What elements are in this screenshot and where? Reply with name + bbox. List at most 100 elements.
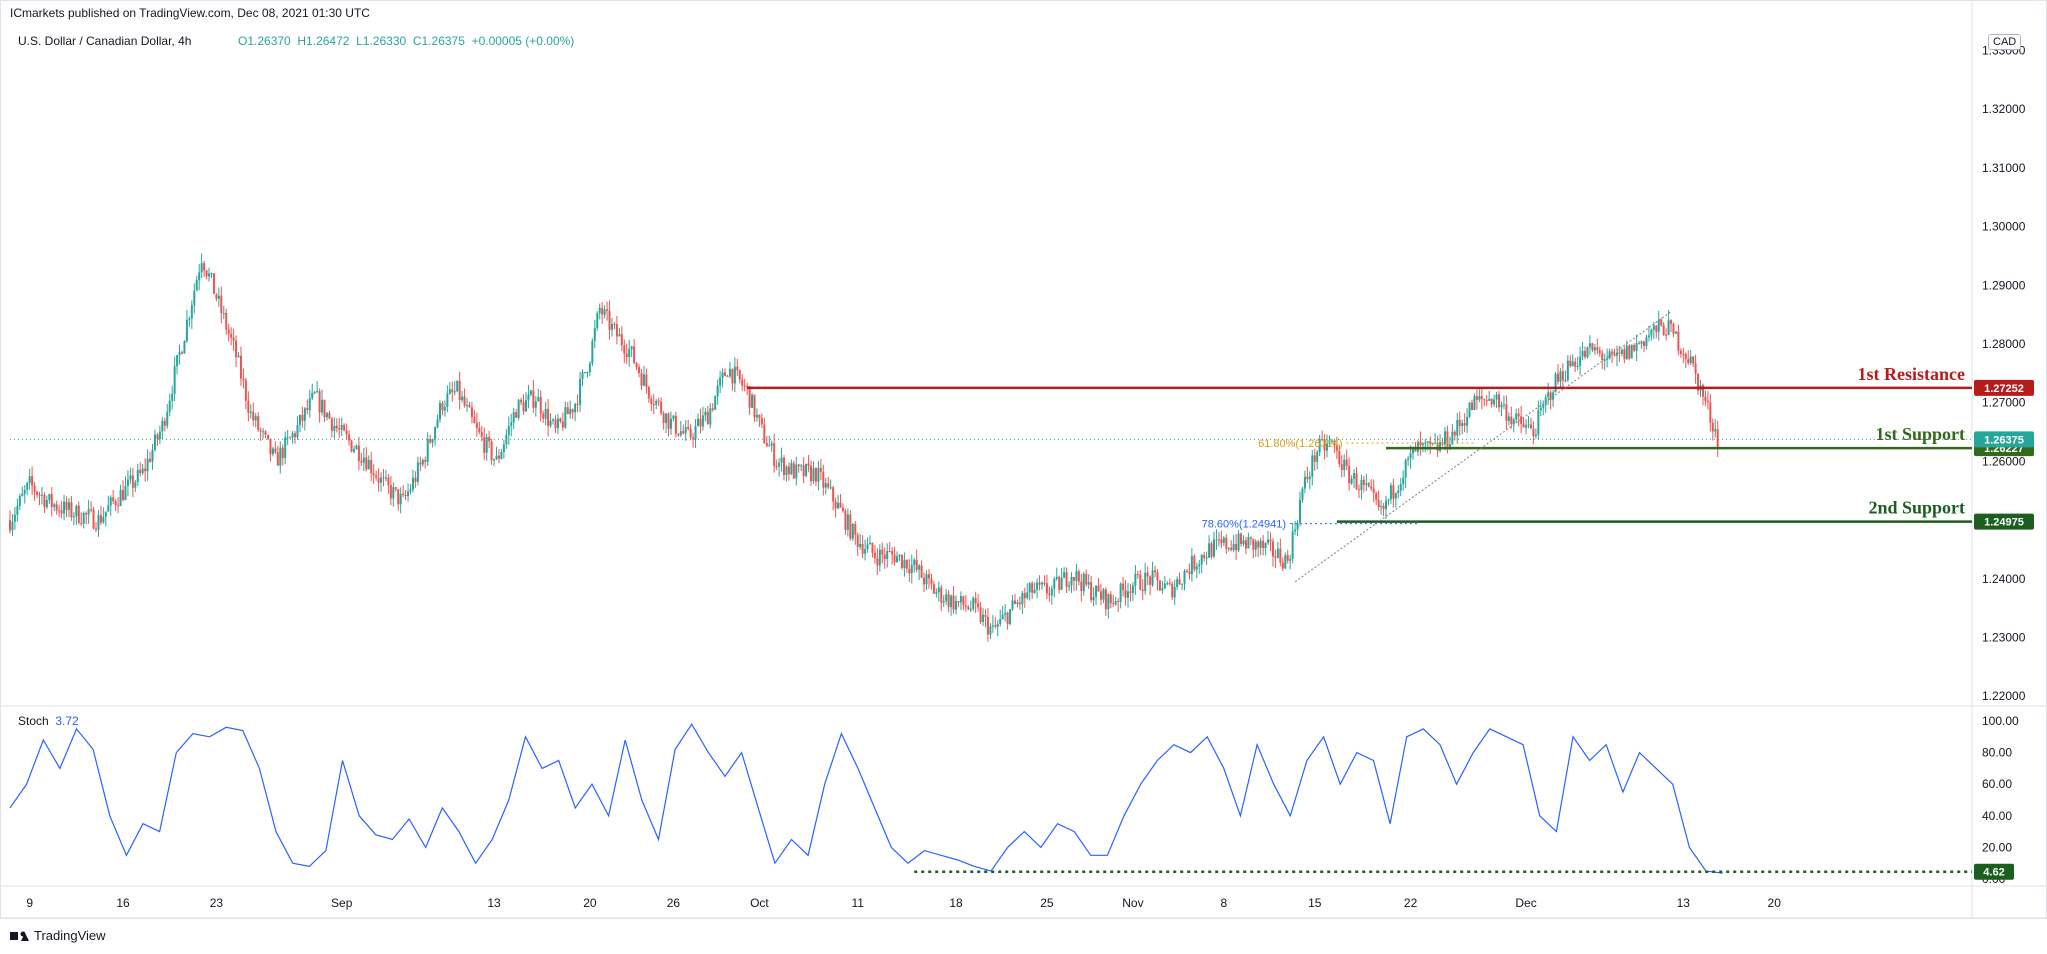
stoch-legend[interactable]: Stoch 3.72 bbox=[18, 714, 79, 728]
candle-body bbox=[151, 449, 154, 462]
candle-body bbox=[446, 393, 449, 407]
time-tick-label: 22 bbox=[1404, 896, 1418, 910]
candle-body bbox=[1185, 571, 1188, 573]
time-tick-label: 13 bbox=[487, 896, 501, 910]
candle-body bbox=[1112, 603, 1115, 605]
candle-body bbox=[1357, 489, 1360, 491]
candle-body bbox=[507, 425, 510, 435]
candle-body bbox=[1579, 356, 1582, 367]
candle-body bbox=[706, 411, 709, 425]
candle-body bbox=[355, 445, 358, 450]
candle-body bbox=[1190, 556, 1193, 575]
candle-body bbox=[1353, 473, 1356, 479]
candle-body bbox=[1392, 485, 1395, 499]
candle-body bbox=[217, 295, 220, 299]
candle-body bbox=[323, 399, 326, 418]
candle-body bbox=[1222, 537, 1225, 543]
candle-body bbox=[591, 340, 594, 364]
candle-body bbox=[318, 391, 321, 413]
time-tick-label: 20 bbox=[1768, 896, 1782, 910]
candle-body bbox=[864, 549, 867, 554]
candle-body bbox=[11, 521, 14, 531]
symbol-title[interactable]: U.S. Dollar / Canadian Dollar, 4h bbox=[18, 34, 191, 48]
candle-body bbox=[805, 463, 808, 476]
candle-body bbox=[1348, 465, 1351, 484]
last-price-tag bbox=[1974, 431, 2034, 448]
stoch-level-tag bbox=[1974, 863, 2014, 880]
candle-body bbox=[1109, 594, 1112, 604]
candle-body bbox=[1692, 356, 1695, 364]
candle-body bbox=[1603, 359, 1606, 361]
currency-badge[interactable]: CAD bbox=[1988, 34, 2022, 50]
candle-body bbox=[736, 366, 739, 371]
candle-body bbox=[1316, 452, 1319, 462]
candle-body bbox=[343, 424, 346, 431]
candle-body bbox=[166, 411, 169, 426]
candle-body bbox=[1050, 588, 1053, 596]
candle-body bbox=[21, 493, 24, 496]
tradingview-brand: TradingView bbox=[34, 928, 106, 943]
candle-body bbox=[269, 438, 272, 455]
candle-body bbox=[1284, 555, 1287, 569]
candle-body bbox=[758, 414, 761, 419]
candle-body bbox=[982, 614, 985, 623]
candle-body bbox=[28, 476, 31, 483]
candle-body bbox=[834, 501, 837, 509]
candle-body bbox=[952, 595, 955, 610]
candle-body bbox=[185, 319, 188, 342]
candle-body bbox=[235, 340, 238, 358]
candle-body bbox=[515, 412, 518, 418]
candle-body bbox=[375, 475, 378, 478]
candle-body bbox=[1473, 396, 1476, 411]
candle-body bbox=[785, 466, 788, 476]
candle-body bbox=[1611, 351, 1614, 354]
candle-body bbox=[1013, 600, 1016, 605]
outer-border bbox=[0, 0, 2047, 919]
candle-body bbox=[613, 323, 616, 325]
time-axis: 9 16 23 Sep 13 20 26 Oct 11 18 25 Nov 8 15 22 Dec 13 20 bbox=[26, 896, 1781, 910]
candle-body bbox=[1554, 373, 1557, 393]
candle-body bbox=[1230, 547, 1233, 551]
candle-body bbox=[262, 431, 265, 433]
stoch-tick-label: 100.00 bbox=[1982, 714, 2019, 728]
time-tick-label: Dec bbox=[1515, 896, 1536, 910]
tradingview-logo[interactable]: TradingView bbox=[10, 928, 106, 943]
candle-body bbox=[1264, 542, 1267, 549]
candle-body bbox=[1598, 350, 1601, 354]
level-price-tag bbox=[1974, 379, 2034, 396]
candle-body bbox=[1566, 360, 1569, 381]
candle-body bbox=[1429, 441, 1432, 445]
price-tick-label: 1.24000 bbox=[1982, 572, 2026, 586]
candle-body bbox=[1141, 589, 1144, 592]
candle-body bbox=[1534, 434, 1537, 437]
candle-body bbox=[1547, 392, 1550, 398]
candle-body bbox=[1232, 543, 1235, 551]
candle-body bbox=[53, 504, 56, 507]
candle-body bbox=[1006, 612, 1009, 624]
candle-body bbox=[232, 337, 235, 341]
candle-body bbox=[485, 436, 488, 453]
candle-body bbox=[588, 363, 591, 373]
candle-body bbox=[755, 414, 758, 418]
candle-body bbox=[1650, 329, 1653, 336]
candle-body bbox=[72, 516, 75, 518]
candle-body bbox=[360, 461, 363, 463]
level-price-label: 1.27252 bbox=[1984, 383, 2024, 395]
candle-body bbox=[203, 263, 206, 271]
candle-body bbox=[372, 473, 375, 476]
candle-body bbox=[1424, 442, 1427, 444]
candle-body bbox=[1146, 572, 1149, 577]
candle-body bbox=[1163, 583, 1166, 589]
candle-body bbox=[1714, 429, 1717, 432]
candle-body bbox=[1281, 562, 1284, 569]
stoch-current-value: 3.72 bbox=[55, 714, 79, 728]
candle-body bbox=[601, 307, 604, 315]
fib-level-label: 61.80%(1.26314) bbox=[1258, 438, 1342, 450]
candle-body bbox=[837, 502, 840, 509]
level-name: 1st Support bbox=[1875, 424, 1965, 444]
candle-body bbox=[800, 465, 803, 467]
candle-body bbox=[733, 366, 736, 384]
candle-body bbox=[1122, 583, 1125, 591]
candle-body bbox=[313, 392, 316, 394]
